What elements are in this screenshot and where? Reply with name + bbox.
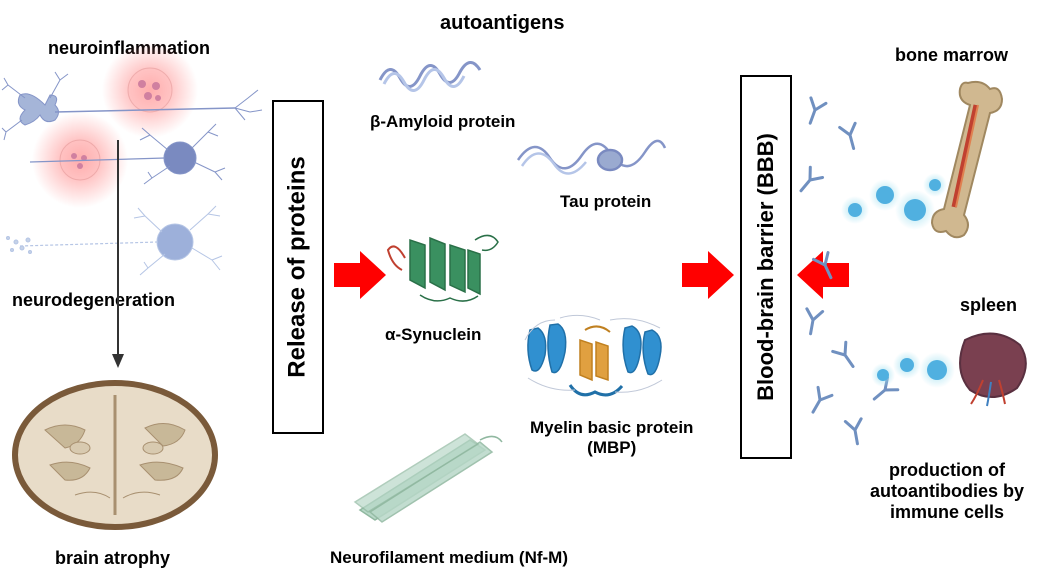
label-production: production of autoantibodies by immune c… — [870, 460, 1024, 523]
antibodies — [795, 90, 975, 470]
protein-tau — [510, 120, 670, 190]
protein-nfm — [340, 420, 510, 530]
brain-atrophy — [5, 370, 225, 540]
down-arrow — [108, 140, 128, 370]
label-brain-atrophy: brain atrophy — [55, 548, 170, 569]
label-tau: Tau protein — [560, 192, 651, 212]
label-nfm: Neurofilament medium (Nf-M) — [330, 548, 568, 568]
label-spleen: spleen — [960, 295, 1017, 316]
label-beta-amyloid: β-Amyloid protein — [370, 112, 515, 132]
protein-beta-amyloid — [370, 40, 490, 110]
box-bbb-text: Blood-brain barrier (BBB) — [753, 133, 779, 401]
label-alpha-synuclein: α-Synuclein — [385, 325, 481, 345]
box-release-proteins: Release of proteins — [272, 100, 324, 434]
immune-cells-spleen — [865, 335, 965, 405]
box-bbb: Blood-brain barrier (BBB) — [740, 75, 792, 459]
label-mbp: Myelin basic protein (MBP) — [530, 418, 693, 458]
red-arrow-2 — [678, 245, 738, 305]
label-neurodegeneration: neurodegeneration — [12, 290, 175, 311]
neuron-lower — [0, 200, 270, 290]
protein-mbp — [510, 300, 680, 420]
box-release-text: Release of proteins — [284, 156, 312, 377]
label-bone-marrow: bone marrow — [895, 45, 1008, 66]
protein-alpha-synuclein — [380, 210, 510, 320]
neuron-top — [0, 50, 270, 190]
title-autoantigens: autoantigens — [440, 12, 564, 35]
